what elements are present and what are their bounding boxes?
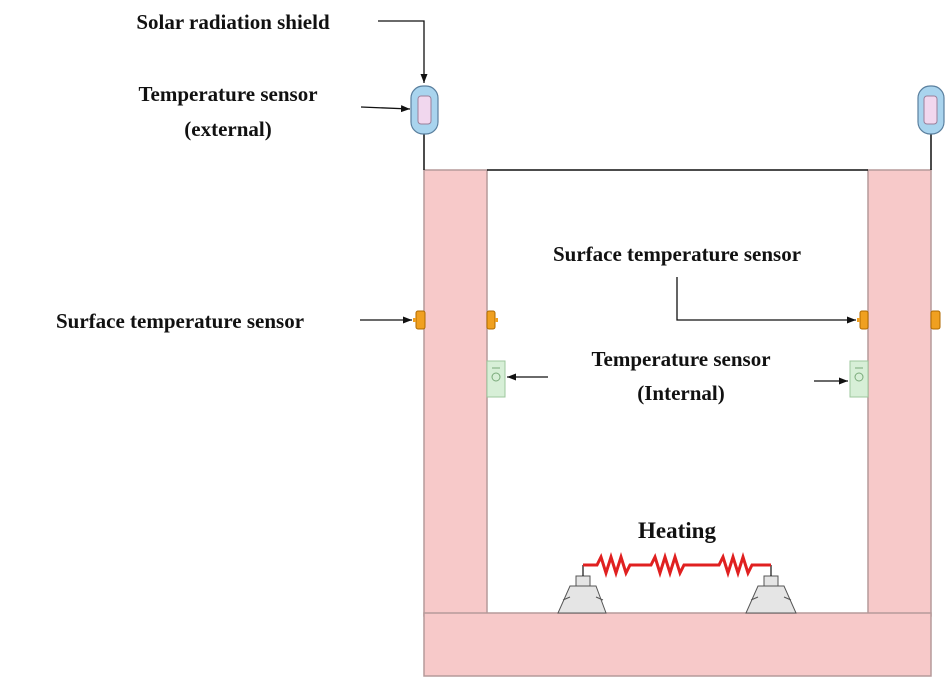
label-solar-radiation-shield: Solar radiation shield xyxy=(136,10,330,34)
surface-sensor-right-outer-icon xyxy=(930,310,941,330)
heating-element-icon xyxy=(583,551,771,579)
label-temperature-sensor-external-sub: (external) xyxy=(184,117,271,141)
label-surface-temperature-sensor-left: Surface temperature sensor xyxy=(56,309,304,333)
surface-sensor-left-inner-icon xyxy=(486,310,498,330)
solar-shield-left-icon xyxy=(410,85,439,135)
label-temperature-sensor-internal-sub: (Internal) xyxy=(637,381,725,405)
floor-slab xyxy=(423,612,932,677)
shield-arrow xyxy=(378,20,428,83)
temp-external-arrow xyxy=(360,105,411,113)
label-heating: Heating xyxy=(638,518,716,543)
surface-right-arrow xyxy=(676,277,856,324)
label-surface-temperature-sensor-right: Surface temperature sensor xyxy=(553,242,801,266)
right-wall xyxy=(867,169,932,617)
label-temperature-sensor-external: Temperature sensor xyxy=(138,82,317,106)
surface-sensor-left-outer-icon xyxy=(413,310,426,330)
left-wall xyxy=(423,169,488,617)
solar-shield-right-icon xyxy=(917,85,945,135)
internal-sensor-left-icon xyxy=(486,360,506,398)
heater-support-left-icon xyxy=(557,575,607,614)
internal-sensor-right-icon xyxy=(849,360,869,398)
surface-sensor-right-inner-icon xyxy=(857,310,869,330)
label-temperature-sensor-internal: Temperature sensor xyxy=(591,347,770,371)
heater-support-right-icon xyxy=(745,575,797,614)
